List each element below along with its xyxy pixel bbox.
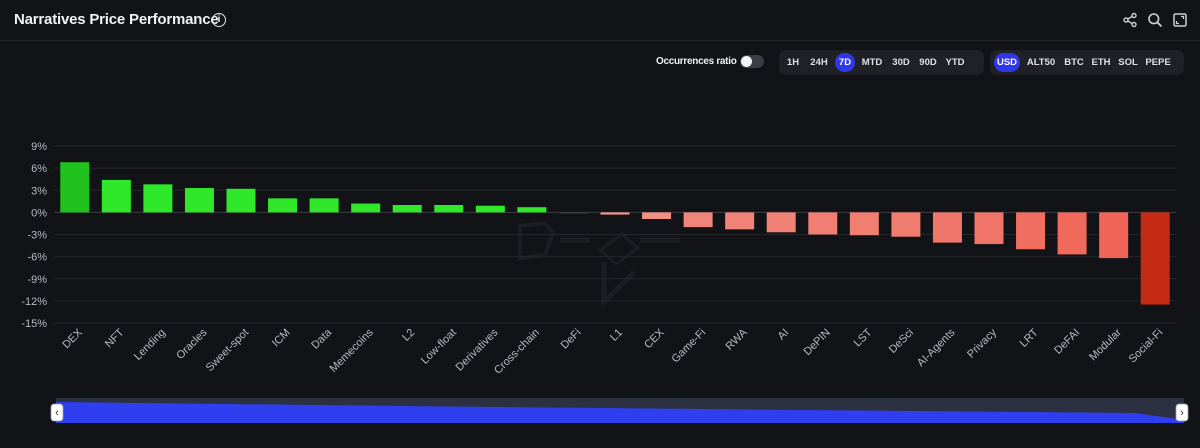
timeframe-30d[interactable]: 30D — [892, 57, 910, 68]
y-grid — [54, 145, 1176, 324]
currency-selector: USD ALT50 BTC ETH SOL PEPE — [990, 50, 1184, 75]
y-tick-label: 6% — [31, 163, 47, 175]
bar-lrt[interactable] — [1016, 212, 1046, 250]
bar-nft[interactable] — [101, 179, 131, 213]
timeframe-selector: 1H 24H 7D MTD 30D 90D YTD — [779, 50, 984, 75]
bar-modular[interactable] — [1099, 212, 1129, 259]
bar-icm[interactable] — [268, 198, 298, 213]
x-tick-label: AI-Agents — [915, 326, 958, 369]
y-tick-label: -9% — [27, 274, 47, 286]
bar-derivatives[interactable] — [475, 205, 505, 213]
timeframe-mtd[interactable]: MTD — [861, 57, 883, 68]
info-icon[interactable]: i — [212, 13, 226, 27]
bar-ai-agents[interactable] — [932, 212, 962, 243]
y-tick-label: -15% — [21, 318, 47, 330]
bar-social-fi[interactable] — [1140, 212, 1170, 305]
bar-game-fi[interactable] — [683, 212, 713, 228]
y-tick-label: 0% — [31, 207, 47, 219]
x-tick-label: Sweet-spot — [204, 327, 251, 374]
x-tick-label: DePIN — [801, 327, 832, 358]
x-tick-label: Memecoins — [328, 326, 377, 375]
fullscreen-icon[interactable] — [1172, 12, 1188, 28]
timeframe-1h[interactable]: 1H — [786, 57, 800, 68]
navigator-series-area — [56, 402, 1184, 423]
x-tick-label: Cross-chain — [492, 327, 542, 377]
x-tick-label: DeFAI — [1052, 327, 1082, 357]
bar-lending[interactable] — [143, 184, 173, 213]
bar-lst[interactable] — [849, 212, 879, 236]
bar-defi[interactable] — [558, 212, 588, 214]
occurrences-ratio-toggle[interactable] — [740, 55, 764, 68]
bar-privacy[interactable] — [974, 212, 1004, 245]
y-tick-label: -6% — [27, 252, 47, 264]
currency-alt50[interactable]: ALT50 — [1026, 57, 1056, 68]
y-tick-label: -12% — [21, 296, 47, 308]
bar-data[interactable] — [309, 198, 339, 213]
x-tick-label: DeSci — [887, 327, 916, 356]
bar-low-float[interactable] — [434, 205, 464, 213]
x-tick-label: Data — [309, 326, 335, 352]
bar-l1[interactable] — [600, 212, 630, 215]
x-tick-label: ICM — [270, 327, 293, 350]
bar-defai[interactable] — [1057, 212, 1087, 255]
x-tick-label: NFT — [103, 326, 127, 350]
x-tick-label: LRT — [1018, 326, 1041, 349]
search-icon[interactable] — [1147, 12, 1163, 28]
currency-btc[interactable]: BTC — [1064, 57, 1084, 68]
y-tick-label: 9% — [31, 141, 47, 153]
bar-ai[interactable] — [766, 212, 796, 233]
currency-sol[interactable]: SOL — [1118, 57, 1138, 68]
x-tick-label: RWA — [724, 326, 751, 353]
page-title: Narratives Price Performance — [14, 11, 219, 28]
occurrences-ratio-label: Occurrences ratio — [656, 56, 737, 67]
x-tick-label: L2 — [400, 327, 417, 344]
y-tick-label: -3% — [27, 230, 47, 242]
x-tick-label: Game-Fi — [669, 327, 708, 366]
x-tick-label: Lending — [132, 327, 168, 363]
bar-desci[interactable] — [891, 212, 921, 237]
range-navigator[interactable]: ‹ › — [50, 398, 1189, 423]
x-tick-label: CEX — [642, 326, 667, 351]
x-tick-label: Modular — [1087, 326, 1124, 363]
chevron-left-icon: ‹ — [55, 407, 59, 419]
watermark-logo — [518, 220, 680, 309]
x-tick-label: Oracles — [174, 326, 210, 362]
x-tick-label: Privacy — [965, 326, 999, 360]
bar-depin[interactable] — [808, 212, 838, 235]
bar-memecoins[interactable] — [351, 203, 381, 213]
x-tick-label: L1 — [608, 327, 625, 344]
x-tick-label: LST — [852, 326, 875, 349]
bar-rwa[interactable] — [725, 212, 755, 230]
chevron-right-icon: › — [1180, 407, 1184, 419]
bar-l2[interactable] — [392, 205, 422, 213]
currency-usd[interactable]: USD — [994, 53, 1020, 72]
share-icon[interactable] — [1122, 12, 1138, 28]
bar-cross-chain[interactable] — [517, 207, 547, 213]
timeframe-24h[interactable]: 24H — [810, 57, 828, 68]
panel-header: Narratives Price Performance i — [0, 0, 1200, 41]
bar-sweet-spot[interactable] — [226, 188, 256, 213]
y-axis: 9% 6% 3% 0% -3% -6% -9% -12% -15% — [21, 141, 47, 330]
x-tick-label: DeFi — [559, 327, 584, 352]
toggle-knob — [741, 56, 752, 67]
navigator-right-handle[interactable] — [1175, 403, 1189, 422]
x-tick-label: DEX — [60, 326, 85, 351]
bar-cex[interactable] — [642, 212, 672, 220]
navigator-left-handle[interactable] — [50, 403, 64, 422]
x-tick-label: Low-float — [419, 327, 459, 367]
bar-dex[interactable] — [60, 162, 90, 213]
currency-pepe[interactable]: PEPE — [1145, 57, 1171, 68]
bar-series — [60, 162, 1170, 305]
timeframe-ytd[interactable]: YTD — [945, 57, 965, 68]
timeframe-7d[interactable]: 7D — [835, 53, 855, 72]
currency-eth[interactable]: ETH — [1091, 57, 1111, 68]
bar-oracles[interactable] — [184, 188, 214, 213]
x-tick-label: AI — [775, 327, 791, 343]
y-tick-label: 3% — [31, 185, 47, 197]
x-tick-label: Social-Fi — [1127, 327, 1166, 366]
timeframe-90d[interactable]: 90D — [919, 57, 937, 68]
